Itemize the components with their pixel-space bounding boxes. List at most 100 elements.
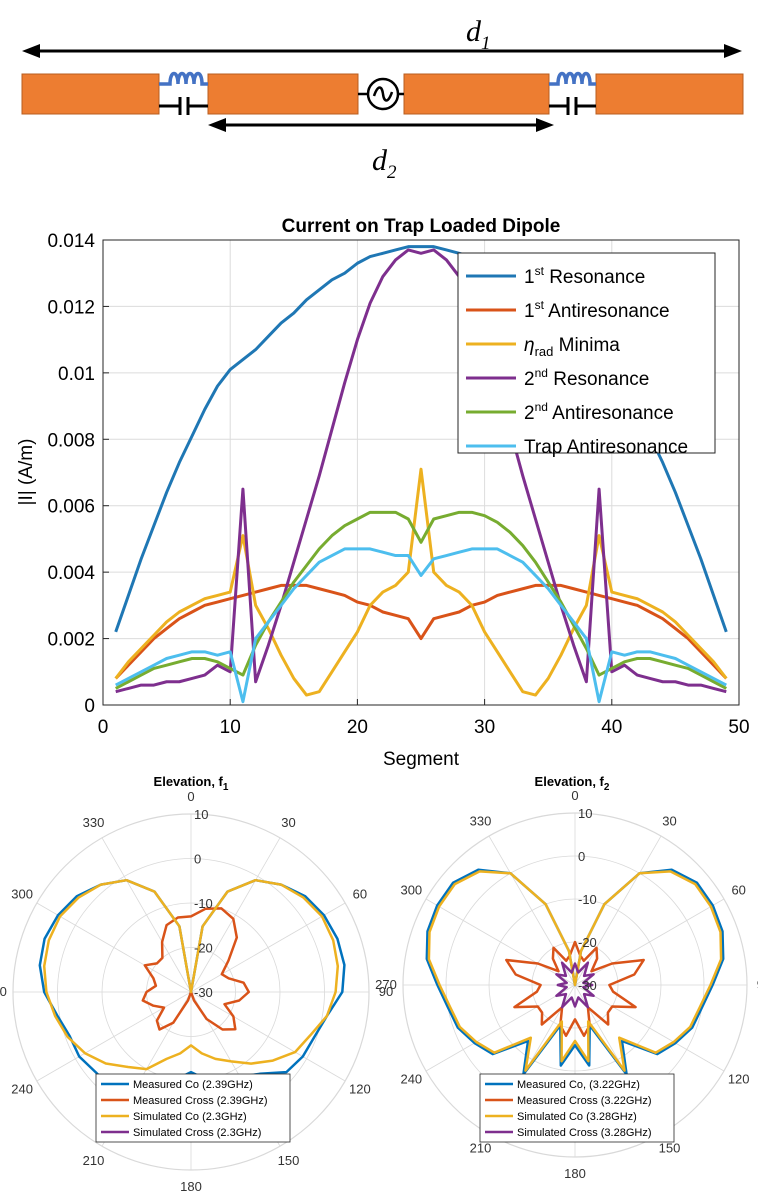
polar-spoke [190, 902, 346, 993]
x-tick-label: 20 [347, 717, 368, 738]
r-label: -10 [194, 896, 213, 911]
theta-label: 120 [349, 1082, 371, 1097]
polar-spoke [190, 991, 346, 1082]
theta-label: 300 [11, 887, 33, 902]
trap-dipole-diagram: d1 [21, 15, 744, 183]
y-tick-label: 0 [84, 696, 95, 717]
polar-spoke [425, 984, 576, 1072]
polar-series-3 [555, 961, 595, 1009]
x-tick-label: 10 [220, 717, 241, 738]
legend-box [457, 252, 716, 454]
y-tick-label: 0.008 [47, 430, 95, 451]
r-label: -20 [194, 941, 213, 956]
right-inner-arm [403, 73, 550, 115]
x-axis-label: Segment [383, 749, 460, 770]
theta-label: 180 [180, 1179, 202, 1194]
theta-label: 180 [564, 1166, 586, 1181]
right-trap [549, 71, 596, 115]
d2-label: d2 [372, 144, 397, 183]
plot-frame [102, 239, 740, 706]
theta-label: 240 [400, 1072, 422, 1087]
polar-series-2 [427, 870, 723, 1072]
elevation-f1-polar-chart: Elevation, f1 0 30 60 90 120 150 180 210 240 270 30… [0, 774, 393, 1194]
polar-legend-label-2: Simulated Co (3.28GHz) [517, 1111, 637, 1123]
theta-label: 300 [400, 883, 422, 898]
r-label: -30 [194, 985, 213, 1000]
left-inductor-icon [159, 71, 208, 86]
r-label: -10 [578, 892, 597, 907]
legend-label-5: Trap Antiresonance [524, 437, 688, 458]
polar-series-0 [38, 878, 346, 1094]
polar-spoke [36, 902, 192, 993]
d1-label: d1 [466, 15, 491, 54]
polar-spoke [190, 837, 281, 993]
series-line-2 [114, 467, 728, 697]
polar-legend-label-1: Measured Cross (2.39GHz) [133, 1095, 268, 1107]
line-chart-legend: 1st Resonance 1st Antiresonance ηrad Minim… [457, 252, 716, 458]
theta-label: 270 [0, 984, 7, 999]
polar-spoke [425, 898, 576, 986]
theta-label: 240 [11, 1082, 33, 1097]
x-tick-label: 30 [474, 717, 495, 738]
left-inner-arm [207, 73, 359, 115]
legend-label-3: 2nd Resonance [524, 366, 649, 390]
polar-legend-label-3: Simulated Cross (2.3GHz) [133, 1127, 261, 1139]
series-line-1 [114, 583, 728, 680]
x-tick-label: 0 [98, 717, 109, 738]
right-outer-arm [595, 73, 744, 115]
x-tick-label: 50 [728, 717, 749, 738]
legend-label-0: 1st Resonance [524, 264, 645, 288]
polar-legend-label-0: Measured Co (2.39GHz) [133, 1079, 253, 1091]
theta-label: 210 [83, 1153, 105, 1168]
theta-label: 90 [379, 984, 393, 999]
y-tick-label: 0.004 [47, 563, 95, 584]
x-tick-label: 40 [601, 717, 622, 738]
r-label: 10 [194, 807, 208, 822]
polar-title: Elevation, f1 [154, 774, 229, 793]
r-label: -30 [578, 978, 597, 993]
r-label: 0 [194, 852, 201, 867]
polar-title: Elevation, f2 [535, 774, 610, 793]
polar-legend-label-3: Simulated Cross (3.28GHz) [517, 1127, 652, 1139]
theta-label: 270 [375, 977, 397, 992]
r-label: 0 [578, 849, 585, 864]
legend-label-4: 2nd Antiresonance [524, 400, 674, 424]
ac-source-icon [358, 77, 404, 111]
polar-legend-label-0: Measured Co, (3.22GHz) [517, 1079, 640, 1091]
d1-dimension-arrow [22, 44, 742, 58]
left-outer-arm [21, 73, 160, 115]
theta-label: 90 [757, 977, 758, 992]
polar-series-1 [505, 940, 645, 1038]
theta-label: 0 [571, 788, 578, 803]
polar-spoke [574, 835, 662, 986]
polar-spoke [574, 898, 725, 986]
y-tick-label: 0.002 [47, 630, 95, 651]
current-line-chart: Current on Trap Loaded Dipole 0 10 20 30 40 5… [16, 216, 750, 770]
legend-label-2: ηrad Minima [524, 335, 620, 359]
polar-series-2 [42, 878, 340, 1071]
theta-label: 150 [278, 1153, 300, 1168]
theta-label: 150 [659, 1141, 681, 1156]
theta-label: 60 [353, 887, 367, 902]
series-line-5 [115, 547, 727, 704]
right-inductor-icon [549, 71, 596, 86]
y-tick-label: 0.012 [47, 297, 95, 318]
series-line-3 [115, 248, 727, 694]
theta-label: 120 [728, 1072, 750, 1087]
theta-label: 30 [662, 813, 676, 828]
r-label: -20 [578, 935, 597, 950]
polar-legend-label-1: Measured Cross (3.22GHz) [517, 1095, 652, 1107]
y-axis-label: |I| (A/m) [16, 439, 37, 506]
y-tick-label: 0.01 [58, 364, 95, 385]
polar-spoke [574, 984, 725, 1072]
r-label: 10 [578, 806, 592, 821]
polar-legend-label-2: Simulated Co (2.3GHz) [133, 1111, 247, 1123]
theta-label: 60 [731, 883, 745, 898]
d2-dimension-arrow [208, 118, 554, 132]
polar-series-0 [425, 868, 725, 1076]
theta-label: 30 [281, 815, 295, 830]
left-trap [159, 71, 208, 115]
elevation-f2-polar-chart: Elevation, f2030609012015018021024027030… [375, 774, 758, 1181]
y-tick-label: 0.014 [47, 231, 95, 252]
